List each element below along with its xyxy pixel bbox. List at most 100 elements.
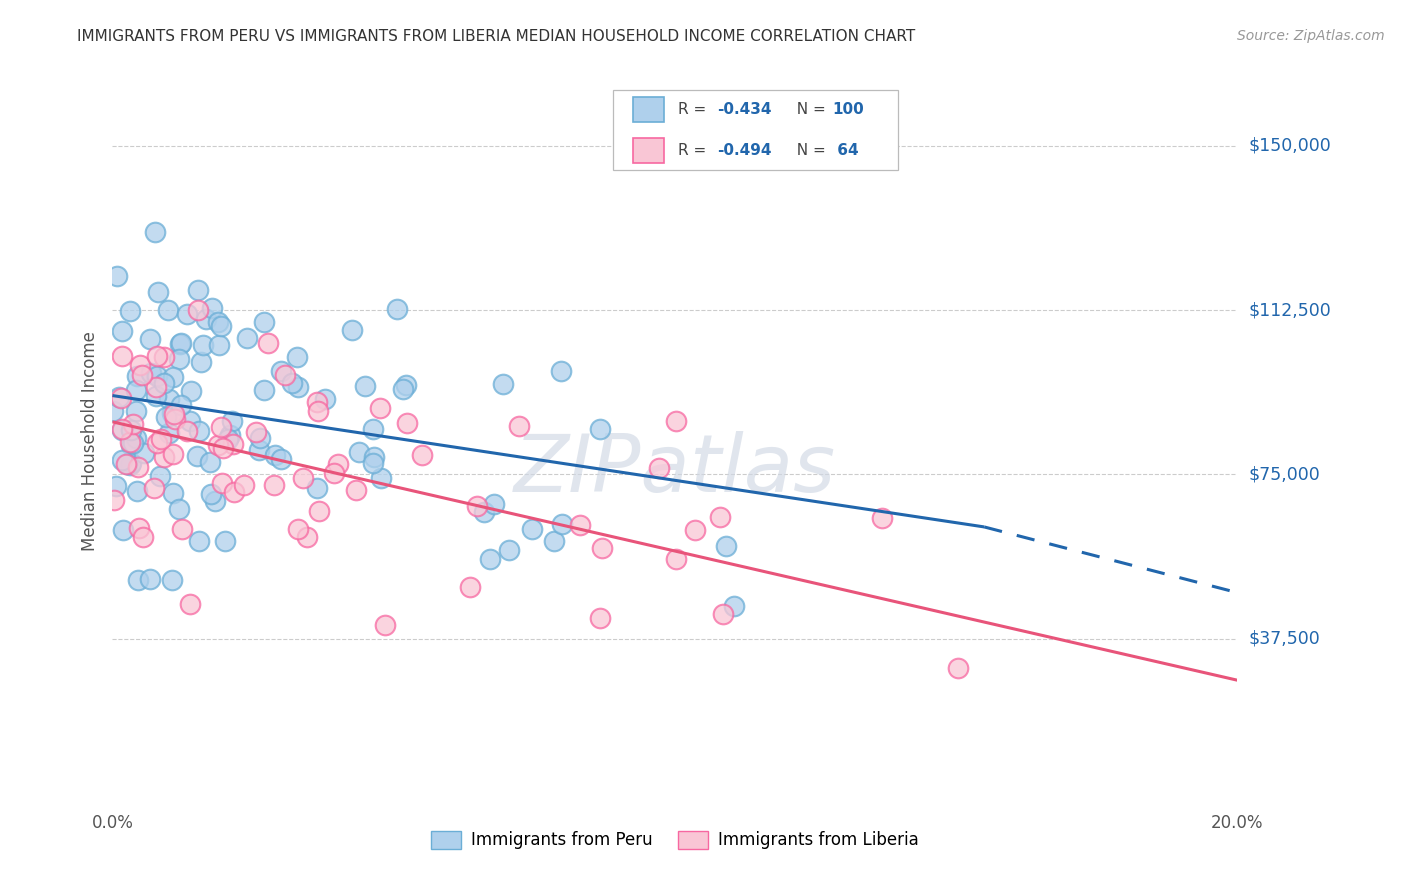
- Point: [322, 467, 344, 481]
- Point: [550, 364, 572, 378]
- Point: [186, 449, 208, 463]
- Point: [285, 351, 308, 365]
- Point: [105, 269, 128, 284]
- Point: [665, 552, 688, 566]
- Point: [263, 448, 285, 462]
- Point: [122, 417, 145, 431]
- Point: [253, 383, 276, 397]
- Point: [270, 364, 292, 378]
- Point: [153, 376, 176, 391]
- Point: [344, 483, 367, 497]
- Point: [139, 366, 162, 380]
- Point: [207, 315, 229, 329]
- Point: [307, 403, 329, 417]
- Point: [411, 448, 433, 462]
- Text: IMMIGRANTS FROM PERU VS IMMIGRANTS FROM LIBERIA MEDIAN HOUSEHOLD INCOME CORRELAT: IMMIGRANTS FROM PERU VS IMMIGRANTS FROM …: [77, 29, 915, 44]
- Point: [221, 414, 243, 428]
- Point: [115, 457, 138, 471]
- Point: [187, 283, 209, 297]
- Point: [257, 335, 280, 350]
- Point: [709, 510, 731, 524]
- Point: [208, 337, 231, 351]
- Point: [520, 522, 543, 536]
- Point: [305, 394, 328, 409]
- Point: [187, 302, 209, 317]
- Point: [187, 425, 209, 439]
- Point: [458, 580, 481, 594]
- Point: [127, 574, 149, 588]
- Point: [143, 482, 166, 496]
- Text: N =: N =: [787, 102, 831, 117]
- Point: [115, 457, 138, 471]
- Point: [111, 423, 134, 437]
- Point: [143, 225, 166, 239]
- Point: [270, 452, 292, 467]
- Point: [170, 336, 193, 351]
- Point: [491, 377, 513, 392]
- Point: [870, 511, 893, 525]
- Point: [152, 450, 174, 464]
- Point: [263, 478, 285, 492]
- Point: [484, 497, 506, 511]
- Text: $112,500: $112,500: [1249, 301, 1331, 319]
- Point: [162, 574, 184, 588]
- Point: [118, 304, 141, 318]
- Point: [105, 479, 128, 493]
- Point: [170, 522, 193, 536]
- Point: [190, 355, 212, 369]
- Point: [103, 403, 125, 417]
- Point: [127, 483, 149, 498]
- Y-axis label: Median Household Income: Median Household Income: [82, 332, 100, 551]
- Point: [209, 420, 232, 434]
- Point: [128, 358, 150, 372]
- Point: [374, 617, 396, 632]
- Point: [162, 485, 184, 500]
- Point: [222, 485, 245, 500]
- Point: [247, 442, 270, 457]
- Point: [387, 301, 409, 316]
- Point: [179, 414, 201, 428]
- Point: [361, 422, 384, 436]
- Point: [160, 406, 183, 420]
- Text: Source: ZipAtlas.com: Source: ZipAtlas.com: [1237, 29, 1385, 43]
- Point: [212, 441, 235, 455]
- Point: [150, 432, 173, 446]
- Point: [111, 349, 134, 363]
- Point: [392, 382, 415, 396]
- Text: $37,500: $37,500: [1249, 630, 1320, 648]
- Point: [157, 392, 180, 406]
- Point: [308, 504, 330, 518]
- Point: [179, 597, 201, 611]
- Text: N =: N =: [787, 143, 831, 158]
- Point: [326, 457, 349, 471]
- Point: [120, 456, 142, 470]
- Point: [287, 522, 309, 536]
- Point: [125, 368, 148, 383]
- Point: [543, 533, 565, 548]
- Point: [589, 611, 612, 625]
- Point: [508, 419, 530, 434]
- Point: [149, 469, 172, 483]
- Point: [354, 379, 377, 393]
- Point: [120, 423, 142, 437]
- Point: [211, 475, 233, 490]
- Point: [110, 422, 132, 436]
- Point: [236, 331, 259, 345]
- Point: [162, 447, 184, 461]
- Point: [132, 446, 155, 460]
- Point: [145, 389, 167, 403]
- Point: [340, 322, 363, 336]
- Point: [118, 458, 141, 473]
- Point: [139, 332, 162, 346]
- Point: [146, 436, 169, 450]
- Point: [683, 523, 706, 537]
- Point: [201, 301, 224, 316]
- Point: [111, 324, 134, 338]
- Point: [152, 350, 174, 364]
- Text: 64: 64: [832, 143, 859, 158]
- Point: [648, 460, 671, 475]
- Point: [219, 428, 242, 442]
- Point: [314, 392, 336, 406]
- Text: -0.494: -0.494: [717, 143, 772, 158]
- Point: [167, 502, 190, 516]
